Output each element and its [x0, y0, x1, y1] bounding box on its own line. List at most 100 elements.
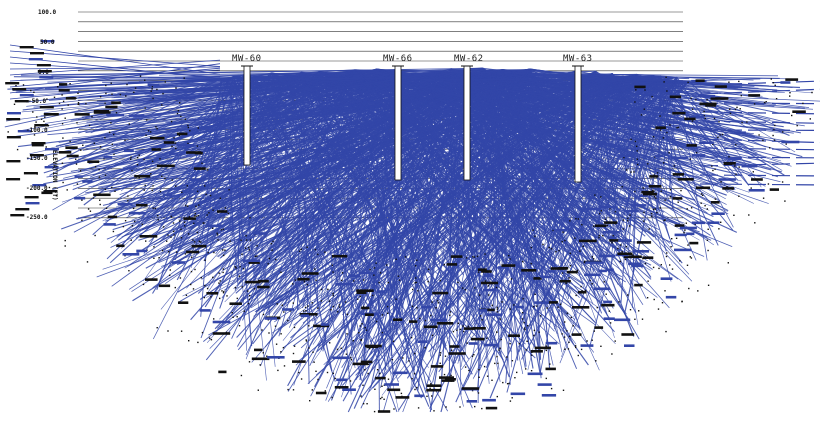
axis-title: ELEVATION (FT) [51, 150, 58, 201]
sample-label-tag [538, 383, 552, 386]
sample-label-tag [75, 175, 83, 178]
sample-label-tag [673, 197, 683, 200]
sample-marker-dot [175, 142, 176, 143]
sample-marker-dot [484, 253, 485, 254]
sample-marker-dot [438, 302, 439, 303]
sample-label-tag [59, 89, 70, 92]
sample-marker-dot [569, 220, 570, 221]
sample-marker-dot [592, 256, 593, 257]
sample-marker-dot [604, 281, 605, 282]
sample-label-tag [673, 173, 684, 176]
sample-marker-dot [740, 108, 741, 109]
sample-label-tag [163, 194, 173, 197]
sample-marker-dot [498, 349, 499, 350]
sample-marker-dot [317, 307, 318, 308]
sample-marker-dot [67, 189, 68, 190]
sample-marker-dot [124, 140, 125, 141]
sample-marker-dot [539, 332, 540, 333]
sample-marker-dot [534, 330, 535, 331]
sample-marker-dot [575, 347, 576, 348]
sample-label-tag [632, 265, 644, 268]
sample-marker-dot [416, 387, 417, 388]
sample-marker-dot [218, 282, 219, 283]
sample-marker-dot [240, 240, 241, 241]
axis-tick-label: 0.0 [38, 69, 49, 76]
sample-marker-dot [146, 119, 147, 120]
sample-marker-dot [593, 226, 594, 227]
sample-marker-dot [158, 219, 159, 220]
sample-marker-dot [562, 272, 563, 273]
sample-label-tag [409, 320, 417, 323]
sample-marker-dot [672, 268, 673, 269]
sample-marker-dot [185, 253, 186, 254]
sample-label-tag [599, 270, 607, 273]
sample-marker-dot [611, 242, 612, 243]
sample-marker-dot [797, 125, 798, 126]
sample-marker-dot [629, 225, 630, 226]
sample-marker-dot [76, 163, 77, 164]
sample-marker-dot [751, 187, 752, 188]
sample-marker-dot [142, 224, 143, 225]
sample-marker-dot [571, 317, 572, 318]
sample-marker-dot [525, 349, 526, 350]
sample-label-tag [172, 261, 186, 264]
sample-marker-dot [217, 233, 218, 234]
sample-label-tag [439, 376, 454, 379]
sample-marker-dot [558, 250, 559, 251]
sample-marker-dot [372, 295, 373, 296]
sample-marker-dot [568, 342, 569, 343]
sample-label-tag [715, 85, 727, 88]
sample-marker-dot [695, 99, 696, 100]
sample-marker-dot [14, 104, 15, 105]
sample-marker-dot [678, 127, 679, 128]
axis-tick-label: 100.0 [38, 9, 56, 16]
sample-marker-dot [496, 356, 497, 357]
sample-marker-dot [221, 290, 222, 291]
sample-marker-dot [666, 90, 667, 91]
sample-marker-dot [440, 352, 441, 353]
sample-label-tag [479, 309, 488, 312]
sample-label-tag [6, 160, 20, 162]
sample-marker-dot [152, 98, 153, 99]
sample-label-tag [699, 141, 714, 144]
sample-marker-dot [144, 189, 145, 190]
sample-marker-dot [304, 281, 305, 282]
sample-label-tag [692, 222, 705, 225]
sample-marker-dot [546, 345, 547, 346]
sample-marker-dot [30, 90, 31, 91]
sample-marker-dot [152, 86, 153, 87]
sample-marker-dot [748, 214, 749, 215]
sample-marker-dot [256, 255, 257, 256]
sample-marker-dot [223, 268, 224, 269]
sample-marker-dot [44, 117, 45, 118]
sample-marker-dot [629, 214, 630, 215]
sample-marker-dot [315, 371, 316, 372]
sample-label-tag [292, 360, 306, 363]
sample-marker-dot [736, 107, 737, 108]
sample-label-tag [336, 283, 353, 286]
sample-marker-dot [363, 279, 364, 280]
sample-label-tag [6, 118, 20, 120]
sample-marker-dot [353, 340, 354, 341]
sample-marker-dot [546, 307, 547, 308]
sample-label-tag [481, 282, 498, 285]
sample-marker-dot [478, 392, 479, 393]
sample-marker-dot [62, 163, 63, 164]
sample-marker-dot [315, 249, 316, 250]
sample-marker-dot [728, 262, 729, 263]
sample-marker-dot [775, 85, 776, 86]
sample-label-tag [254, 232, 268, 235]
sample-marker-dot [145, 185, 146, 186]
sample-label-tag [643, 193, 657, 196]
sample-marker-dot [414, 373, 415, 374]
sample-marker-dot [152, 190, 153, 191]
sample-marker-dot [567, 313, 568, 314]
sample-marker-dot [33, 92, 34, 93]
sample-marker-dot [451, 350, 452, 351]
sample-marker-dot [715, 198, 716, 199]
sample-marker-dot [763, 198, 764, 199]
sample-label-tag [686, 233, 694, 236]
sample-marker-dot [159, 158, 160, 159]
sample-marker-dot [357, 299, 358, 300]
